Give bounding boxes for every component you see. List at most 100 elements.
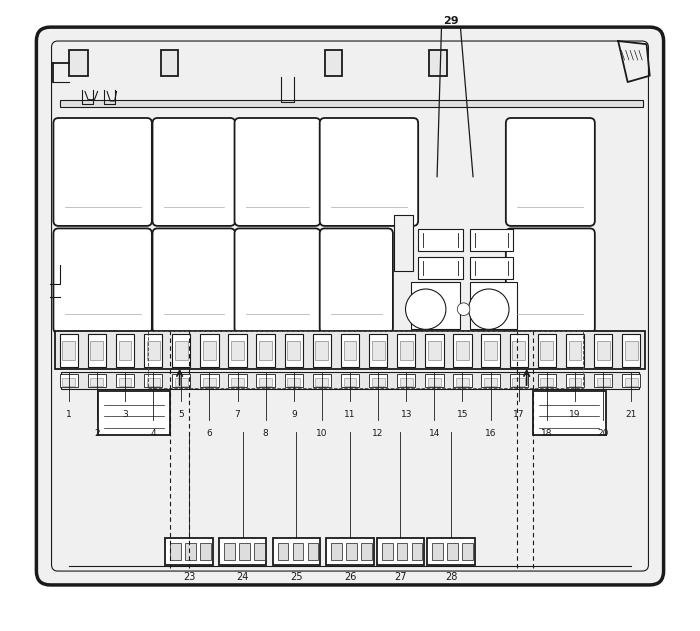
Bar <box>428 341 441 360</box>
Text: 19: 19 <box>569 410 581 419</box>
Bar <box>540 341 553 360</box>
Circle shape <box>405 289 446 329</box>
Text: 16: 16 <box>485 429 496 438</box>
Bar <box>331 543 342 560</box>
Bar <box>510 334 528 367</box>
Bar <box>341 374 359 387</box>
Bar <box>344 378 356 386</box>
Text: 20: 20 <box>597 429 609 438</box>
Bar <box>231 378 244 386</box>
Bar <box>88 374 106 387</box>
Text: 21: 21 <box>626 410 637 419</box>
Text: 8: 8 <box>262 429 269 438</box>
Bar <box>228 334 246 367</box>
Bar <box>186 543 196 560</box>
Text: 24: 24 <box>237 572 249 582</box>
Bar <box>144 374 162 387</box>
Bar <box>147 378 160 386</box>
Bar <box>397 543 407 560</box>
Bar <box>512 378 525 386</box>
FancyBboxPatch shape <box>153 118 235 226</box>
Bar <box>256 374 275 387</box>
Bar <box>228 374 246 387</box>
Bar <box>288 378 300 386</box>
Bar <box>510 374 528 387</box>
Bar <box>568 378 582 386</box>
Bar <box>447 543 458 560</box>
Bar <box>462 543 472 560</box>
Bar <box>417 257 463 279</box>
Text: 9: 9 <box>291 410 297 419</box>
Bar <box>293 543 303 560</box>
Text: 6: 6 <box>206 429 212 438</box>
Text: 26: 26 <box>344 572 356 582</box>
Bar <box>259 341 272 360</box>
Bar <box>203 341 216 360</box>
FancyBboxPatch shape <box>53 228 152 333</box>
Bar <box>161 50 178 76</box>
Bar <box>454 334 472 367</box>
FancyBboxPatch shape <box>506 118 595 226</box>
Text: 18: 18 <box>541 429 552 438</box>
Bar <box>428 378 441 386</box>
Bar <box>224 543 234 560</box>
Bar <box>316 378 328 386</box>
Bar <box>326 538 374 565</box>
Bar <box>118 341 132 360</box>
Bar <box>372 378 384 386</box>
Text: 25: 25 <box>290 572 302 582</box>
Bar <box>456 378 469 386</box>
Bar <box>470 257 513 279</box>
Bar <box>90 378 104 386</box>
FancyBboxPatch shape <box>234 118 321 226</box>
Bar <box>55 331 645 369</box>
Bar <box>397 334 415 367</box>
Bar <box>118 378 132 386</box>
Bar <box>566 374 584 387</box>
Bar <box>231 341 244 360</box>
Bar <box>313 374 331 387</box>
Bar <box>175 378 188 386</box>
Bar <box>341 334 359 367</box>
Bar <box>144 334 162 367</box>
Bar <box>425 374 444 387</box>
Bar <box>147 341 160 360</box>
Bar <box>425 334 444 367</box>
Bar <box>273 538 320 565</box>
Text: 15: 15 <box>456 410 468 419</box>
Text: 29: 29 <box>443 16 459 26</box>
Bar <box>172 374 190 387</box>
Bar <box>316 341 328 360</box>
Bar <box>172 334 190 367</box>
Text: 7: 7 <box>234 410 240 419</box>
Text: 10: 10 <box>316 429 328 438</box>
Bar <box>538 374 556 387</box>
Text: 13: 13 <box>400 410 412 419</box>
Bar <box>256 334 275 367</box>
FancyBboxPatch shape <box>36 27 664 585</box>
Bar <box>165 538 213 565</box>
FancyBboxPatch shape <box>234 228 321 333</box>
FancyBboxPatch shape <box>153 228 235 333</box>
Text: 27: 27 <box>394 572 407 582</box>
Bar <box>484 341 497 360</box>
Bar <box>596 378 610 386</box>
Bar <box>568 341 582 360</box>
Text: 4: 4 <box>150 429 156 438</box>
Bar <box>411 282 461 329</box>
Bar <box>538 334 556 367</box>
Bar <box>219 538 267 565</box>
Bar <box>361 543 372 560</box>
Bar <box>203 378 216 386</box>
FancyBboxPatch shape <box>506 228 595 333</box>
Bar <box>433 543 443 560</box>
Bar <box>60 100 643 107</box>
Bar <box>454 374 472 387</box>
Text: 23: 23 <box>183 572 195 582</box>
Bar <box>200 334 218 367</box>
Text: 11: 11 <box>344 410 356 419</box>
Bar <box>60 334 78 367</box>
Bar <box>512 341 525 360</box>
Bar <box>69 50 88 76</box>
Bar <box>594 334 612 367</box>
